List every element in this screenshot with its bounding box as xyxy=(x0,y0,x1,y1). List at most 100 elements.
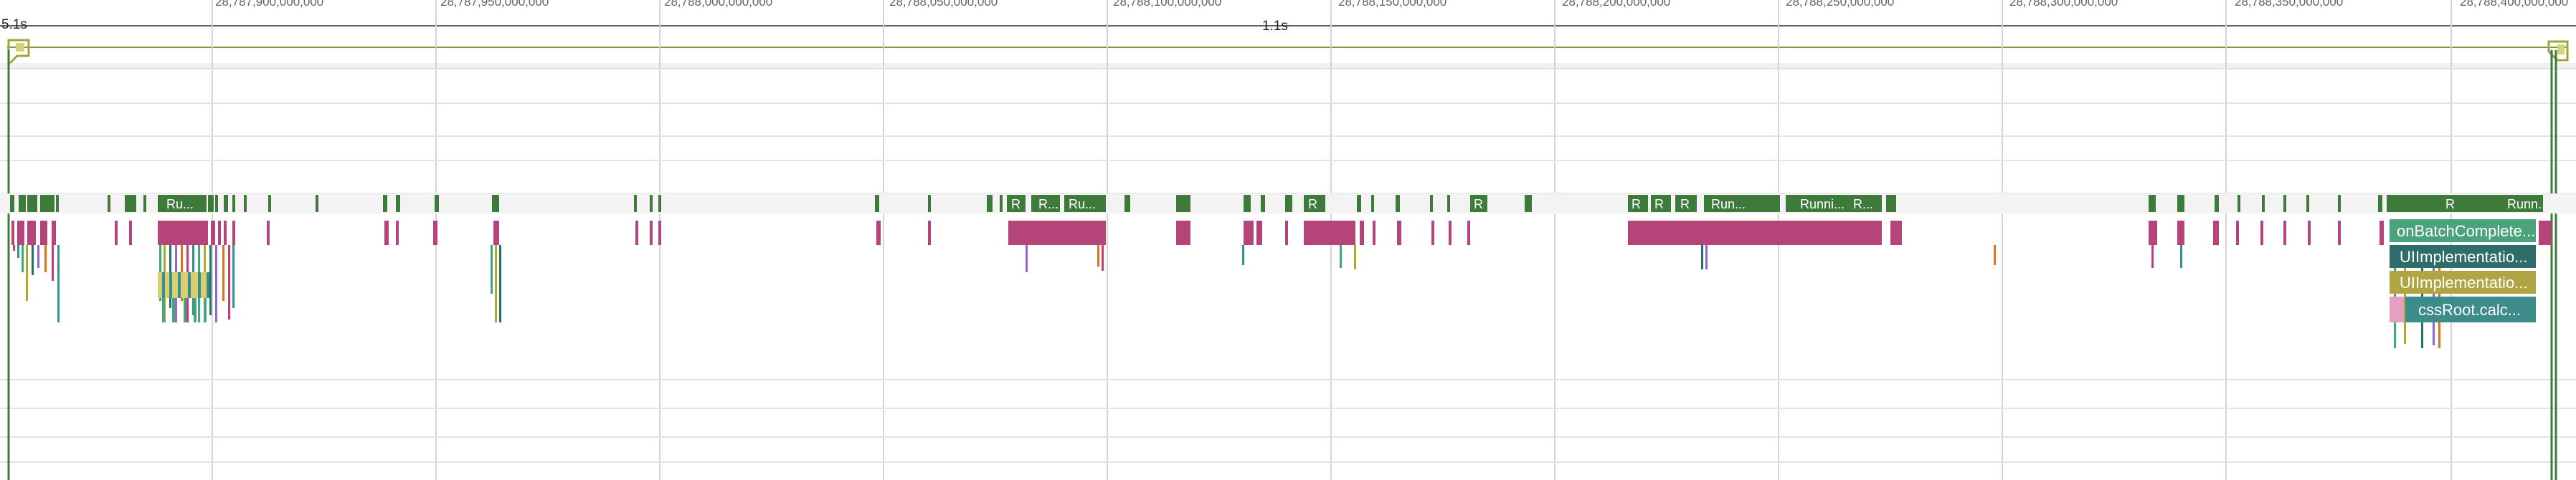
slice[interactable] xyxy=(2177,195,2184,212)
slice[interactable] xyxy=(2215,195,2219,212)
slice[interactable] xyxy=(1340,245,1342,268)
slice[interactable] xyxy=(1244,221,1254,245)
slice[interactable] xyxy=(1354,245,1356,269)
slice[interactable] xyxy=(215,245,217,322)
slice[interactable] xyxy=(26,245,28,301)
slice[interactable] xyxy=(244,195,247,212)
slice[interactable] xyxy=(1449,221,1452,245)
slice[interactable] xyxy=(383,195,387,212)
slice[interactable] xyxy=(1176,221,1190,245)
slice[interactable] xyxy=(1288,195,1292,212)
slice[interactable] xyxy=(1097,245,1099,267)
slice[interactable] xyxy=(178,272,181,298)
slice[interactable] xyxy=(27,221,36,245)
slice[interactable] xyxy=(2151,245,2154,268)
slice[interactable] xyxy=(1064,195,1097,212)
slice[interactable] xyxy=(1097,195,1102,212)
slice[interactable] xyxy=(224,221,227,245)
slice[interactable] xyxy=(1176,195,1190,212)
slice[interactable] xyxy=(635,221,638,245)
slice[interactable] xyxy=(2338,195,2341,212)
slice[interactable] xyxy=(2390,245,2536,268)
slice[interactable] xyxy=(1890,221,1902,245)
slice[interactable] xyxy=(1007,195,1026,212)
slice[interactable] xyxy=(384,221,389,245)
slice[interactable] xyxy=(2238,195,2240,212)
slice[interactable] xyxy=(17,245,19,258)
slice[interactable] xyxy=(1304,195,1325,212)
slice[interactable] xyxy=(1886,195,1896,212)
slice[interactable] xyxy=(57,245,60,322)
slice[interactable] xyxy=(40,195,55,212)
slice[interactable] xyxy=(1256,221,1262,245)
slice[interactable] xyxy=(222,245,224,301)
slice[interactable] xyxy=(1786,195,1857,212)
slice[interactable] xyxy=(2308,221,2311,245)
slice[interactable] xyxy=(1102,245,1104,271)
slice[interactable] xyxy=(1994,245,1996,265)
slice[interactable] xyxy=(1628,195,1648,212)
slice[interactable] xyxy=(650,195,653,212)
slice[interactable] xyxy=(209,245,212,315)
slice[interactable] xyxy=(1675,195,1697,212)
slice[interactable] xyxy=(129,221,132,245)
slice[interactable] xyxy=(40,221,47,245)
slice[interactable] xyxy=(2236,221,2239,245)
slice[interactable] xyxy=(108,195,110,212)
slice[interactable] xyxy=(1102,195,1106,212)
slice[interactable] xyxy=(316,195,318,212)
slice[interactable] xyxy=(2260,221,2263,245)
slice[interactable] xyxy=(169,272,172,298)
slice[interactable] xyxy=(2387,195,2543,212)
slice[interactable] xyxy=(435,195,439,212)
slice[interactable] xyxy=(396,221,399,245)
slice-layer[interactable] xyxy=(10,195,2552,348)
slice[interactable] xyxy=(228,245,230,320)
slice[interactable] xyxy=(1124,195,1130,212)
slice[interactable] xyxy=(22,245,24,272)
slice[interactable] xyxy=(56,195,59,212)
slice[interactable] xyxy=(1244,195,1251,212)
slice[interactable] xyxy=(19,195,26,212)
slice[interactable] xyxy=(2283,195,2286,212)
slice[interactable] xyxy=(158,195,207,212)
slice[interactable] xyxy=(184,298,186,322)
slice[interactable] xyxy=(1026,245,1028,272)
slice[interactable] xyxy=(1357,195,1361,212)
slice[interactable] xyxy=(1847,195,1882,212)
slice[interactable] xyxy=(433,221,437,245)
slice[interactable] xyxy=(2180,245,2182,268)
call-stack[interactable]: onBatchComplete... UIImplementatio... UI… xyxy=(2390,219,2536,322)
slice[interactable] xyxy=(188,272,191,298)
slice[interactable] xyxy=(162,298,165,322)
slice[interactable] xyxy=(44,245,47,272)
time-ruler[interactable]: 28,787,900,000,000 28,787,950,000,000 28… xyxy=(0,0,2576,69)
slice[interactable] xyxy=(1397,221,1401,245)
selection-end-flag-icon[interactable] xyxy=(2547,40,2569,62)
slice[interactable] xyxy=(928,221,931,245)
slice[interactable] xyxy=(115,221,118,245)
labeled-slices[interactable]: Ru... R R... Ru... R R R R R Run... Runn… xyxy=(158,195,2549,212)
slice[interactable] xyxy=(194,298,196,322)
slice[interactable] xyxy=(2404,245,2406,344)
slice[interactable] xyxy=(37,245,39,268)
slice[interactable] xyxy=(1242,245,1244,265)
slice[interactable] xyxy=(211,221,215,245)
slice[interactable] xyxy=(17,221,24,245)
slice[interactable] xyxy=(650,221,653,245)
slice[interactable] xyxy=(499,245,501,322)
slice[interactable] xyxy=(1430,195,1433,212)
slice[interactable] xyxy=(875,195,879,212)
slice[interactable] xyxy=(1705,245,1708,269)
slice[interactable] xyxy=(2390,219,2536,242)
slice[interactable] xyxy=(158,221,208,245)
slice[interactable] xyxy=(1396,195,1400,212)
slice[interactable] xyxy=(1447,195,1450,212)
slice[interactable] xyxy=(495,245,497,322)
slice[interactable] xyxy=(491,245,493,294)
slice[interactable] xyxy=(1373,221,1375,245)
slice[interactable] xyxy=(52,221,56,245)
slice[interactable] xyxy=(658,221,661,245)
slice[interactable] xyxy=(162,272,165,298)
